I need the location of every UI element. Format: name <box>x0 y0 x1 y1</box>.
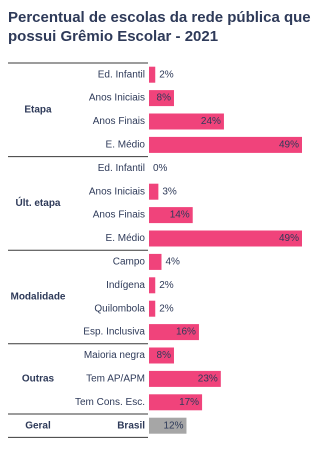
value-label: 2% <box>159 280 174 291</box>
category-label: Brasil <box>117 420 145 431</box>
bar <box>149 370 221 387</box>
bar <box>149 300 156 317</box>
group-label: Modalidade <box>10 292 65 303</box>
category-label: Anos Finais <box>93 116 145 127</box>
group-label: Últ. etapa <box>15 196 60 209</box>
category-label: Indígena <box>106 280 145 291</box>
bar <box>149 90 174 107</box>
category-label: Campo <box>113 257 146 268</box>
value-label: 49% <box>279 233 299 244</box>
category-label: Anos Iniciais <box>89 186 145 197</box>
value-label: 0% <box>153 163 168 174</box>
category-label: E. Médio <box>106 140 146 151</box>
value-label: 23% <box>198 374 218 385</box>
category-label: Esp. Inclusiva <box>83 327 145 338</box>
value-label: 2% <box>159 69 174 80</box>
bar <box>149 207 193 224</box>
bar <box>149 394 203 411</box>
category-label: Ed. Infantil <box>98 163 145 174</box>
bar <box>149 113 224 130</box>
category-label: Quilombola <box>94 303 145 314</box>
category-label: Tem AP/APM <box>86 374 145 385</box>
chart-title: Percentual de escolas da rede pública qu… <box>8 9 311 45</box>
value-label: 3% <box>162 186 177 197</box>
value-label: 49% <box>279 140 299 151</box>
bar <box>149 347 174 364</box>
bar <box>149 277 156 294</box>
category-label: Anos Finais <box>93 210 145 221</box>
category-label: Maioria negra <box>84 350 146 361</box>
bar <box>149 136 302 153</box>
bar <box>149 253 162 270</box>
bar <box>149 66 156 83</box>
value-label: 2% <box>159 303 174 314</box>
bar <box>149 417 187 434</box>
value-label: 17% <box>179 397 199 408</box>
value-label: 4% <box>165 257 180 268</box>
group-label: Outras <box>22 374 55 385</box>
group-label: Etapa <box>24 104 52 115</box>
value-label: 12% <box>163 420 183 431</box>
category-label: Tem Cons. Esc. <box>75 397 145 408</box>
category-label: Anos Iniciais <box>89 93 145 104</box>
category-label: E. Médio <box>106 233 146 244</box>
group-label: Geral <box>25 420 51 431</box>
bar <box>149 183 159 200</box>
bar <box>149 230 302 247</box>
category-label: Ed. Infantil <box>98 69 145 80</box>
value-label: 8% <box>157 93 172 104</box>
value-label: 16% <box>176 327 196 338</box>
bar <box>149 324 199 341</box>
value-label: 8% <box>157 350 172 361</box>
value-label: 24% <box>201 116 221 127</box>
value-label: 14% <box>170 210 190 221</box>
